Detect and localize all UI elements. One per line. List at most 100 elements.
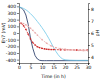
marker [37, 34, 38, 35]
tick: 7 [88, 19, 94, 24]
marker [78, 50, 79, 51]
tick: -100 [6, 38, 19, 43]
tick: 100 [7, 24, 19, 29]
tick-mark [88, 21, 90, 22]
tick-mark [17, 13, 19, 14]
tick-label: -400 [6, 58, 16, 63]
marker [53, 49, 54, 50]
marker [64, 49, 65, 50]
marker [19, 22, 20, 23]
marker [32, 30, 33, 31]
y2-axis-title: pH [95, 30, 100, 36]
tick-label: 400 [7, 4, 16, 9]
tick-label: 4 [91, 55, 94, 60]
tick-label: -100 [6, 38, 16, 43]
marker [51, 45, 52, 46]
series-line [19, 22, 88, 51]
marker [39, 47, 40, 48]
tick-label: 300 [7, 11, 16, 16]
marker [32, 42, 33, 43]
tick-mark [88, 33, 90, 34]
marker [87, 50, 88, 51]
chart: 0 5 10 15 20 25 30 -400 -300 -200-100 0 100200 300 40… [0, 0, 100, 79]
tick-mark [17, 26, 19, 27]
tick: -300 [6, 51, 19, 56]
marker [74, 49, 75, 50]
tick: 400 [7, 4, 19, 9]
tick-mark [17, 53, 19, 54]
tick-mark [88, 9, 90, 10]
marker [69, 49, 70, 50]
marker [60, 49, 61, 50]
tick: 5 [30, 63, 33, 70]
tick: 15 [51, 63, 57, 70]
tick: 20 [63, 63, 69, 70]
marker [30, 38, 31, 39]
tick: 6 [88, 31, 94, 36]
marker [23, 25, 24, 26]
tick-mark [17, 6, 19, 7]
axis-line [89, 4, 91, 64]
tick-label: 200 [7, 18, 16, 23]
tick-label: 10 [40, 65, 46, 70]
marker [60, 48, 61, 49]
marker [28, 34, 29, 35]
tick-mark [17, 60, 19, 61]
tick-label: -300 [6, 51, 16, 56]
tick: 25 [74, 63, 80, 70]
tick-label: 15 [51, 65, 57, 70]
marker [34, 32, 35, 33]
tick: 200 [7, 18, 19, 23]
tick-label: 100 [7, 24, 16, 29]
marker [55, 47, 56, 48]
series-line [19, 22, 88, 50]
tick: 0 [13, 31, 19, 36]
marker [21, 23, 22, 24]
x-axis: 0 5 10 15 20 25 30 [18, 63, 91, 70]
marker [48, 49, 49, 50]
tick-mark [17, 40, 19, 41]
y2-axis: 4 5 6 7 8 [88, 4, 94, 64]
tick-mark [88, 45, 90, 46]
marker [44, 48, 45, 49]
marker [41, 39, 42, 40]
y-axis-title: Eh7 (mV) [1, 22, 6, 43]
marker [83, 50, 84, 51]
marker [25, 29, 26, 30]
tick-label: 8 [91, 7, 94, 12]
marker [28, 26, 29, 27]
marker [23, 23, 24, 24]
tick-mark [17, 33, 19, 34]
marker [19, 22, 20, 23]
tick-label: 6 [91, 31, 94, 36]
tick: 5 [88, 43, 94, 48]
tick-label: 5 [30, 65, 33, 70]
tick-mark [88, 57, 90, 58]
marker [41, 48, 42, 49]
marker [51, 49, 52, 50]
y-axis: -400 -300 -200-100 0 100200 300 400 [6, 4, 20, 64]
tick: 10 [40, 63, 46, 70]
tick: 8 [88, 7, 94, 12]
tick: 30 [86, 63, 92, 70]
tick-label: 0 [18, 65, 21, 70]
tick-label: 20 [63, 65, 69, 70]
tick-label: 0 [13, 31, 16, 36]
tick-label: -200 [6, 44, 16, 49]
marker [87, 49, 88, 50]
tick-mark [17, 20, 19, 21]
marker [46, 49, 47, 50]
marker [25, 24, 26, 25]
axis-line [17, 4, 20, 64]
tick-label: 5 [91, 43, 94, 48]
marker [30, 28, 31, 29]
tick: 0 [18, 63, 21, 70]
x-axis-title: Time (in h) [40, 74, 66, 79]
tick-label: 30 [86, 65, 92, 70]
tick: -200 [6, 44, 19, 49]
series-line [19, 7, 88, 60]
series-line [19, 7, 88, 61]
marker [21, 22, 22, 23]
tick-label: 7 [91, 19, 94, 24]
tick: -400 [6, 58, 19, 63]
